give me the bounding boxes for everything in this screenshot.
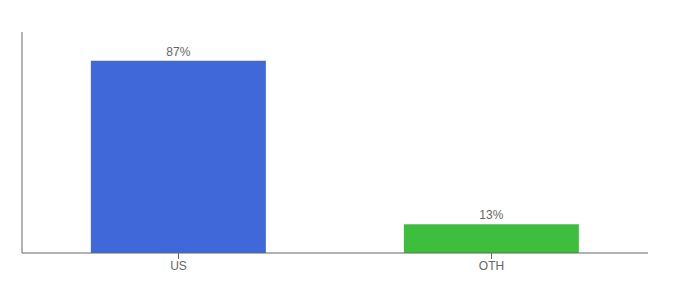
svg-text:US: US (170, 259, 187, 273)
svg-text:OTH: OTH (479, 259, 504, 273)
svg-text:87%: 87% (166, 45, 190, 59)
svg-text:13%: 13% (479, 208, 503, 222)
